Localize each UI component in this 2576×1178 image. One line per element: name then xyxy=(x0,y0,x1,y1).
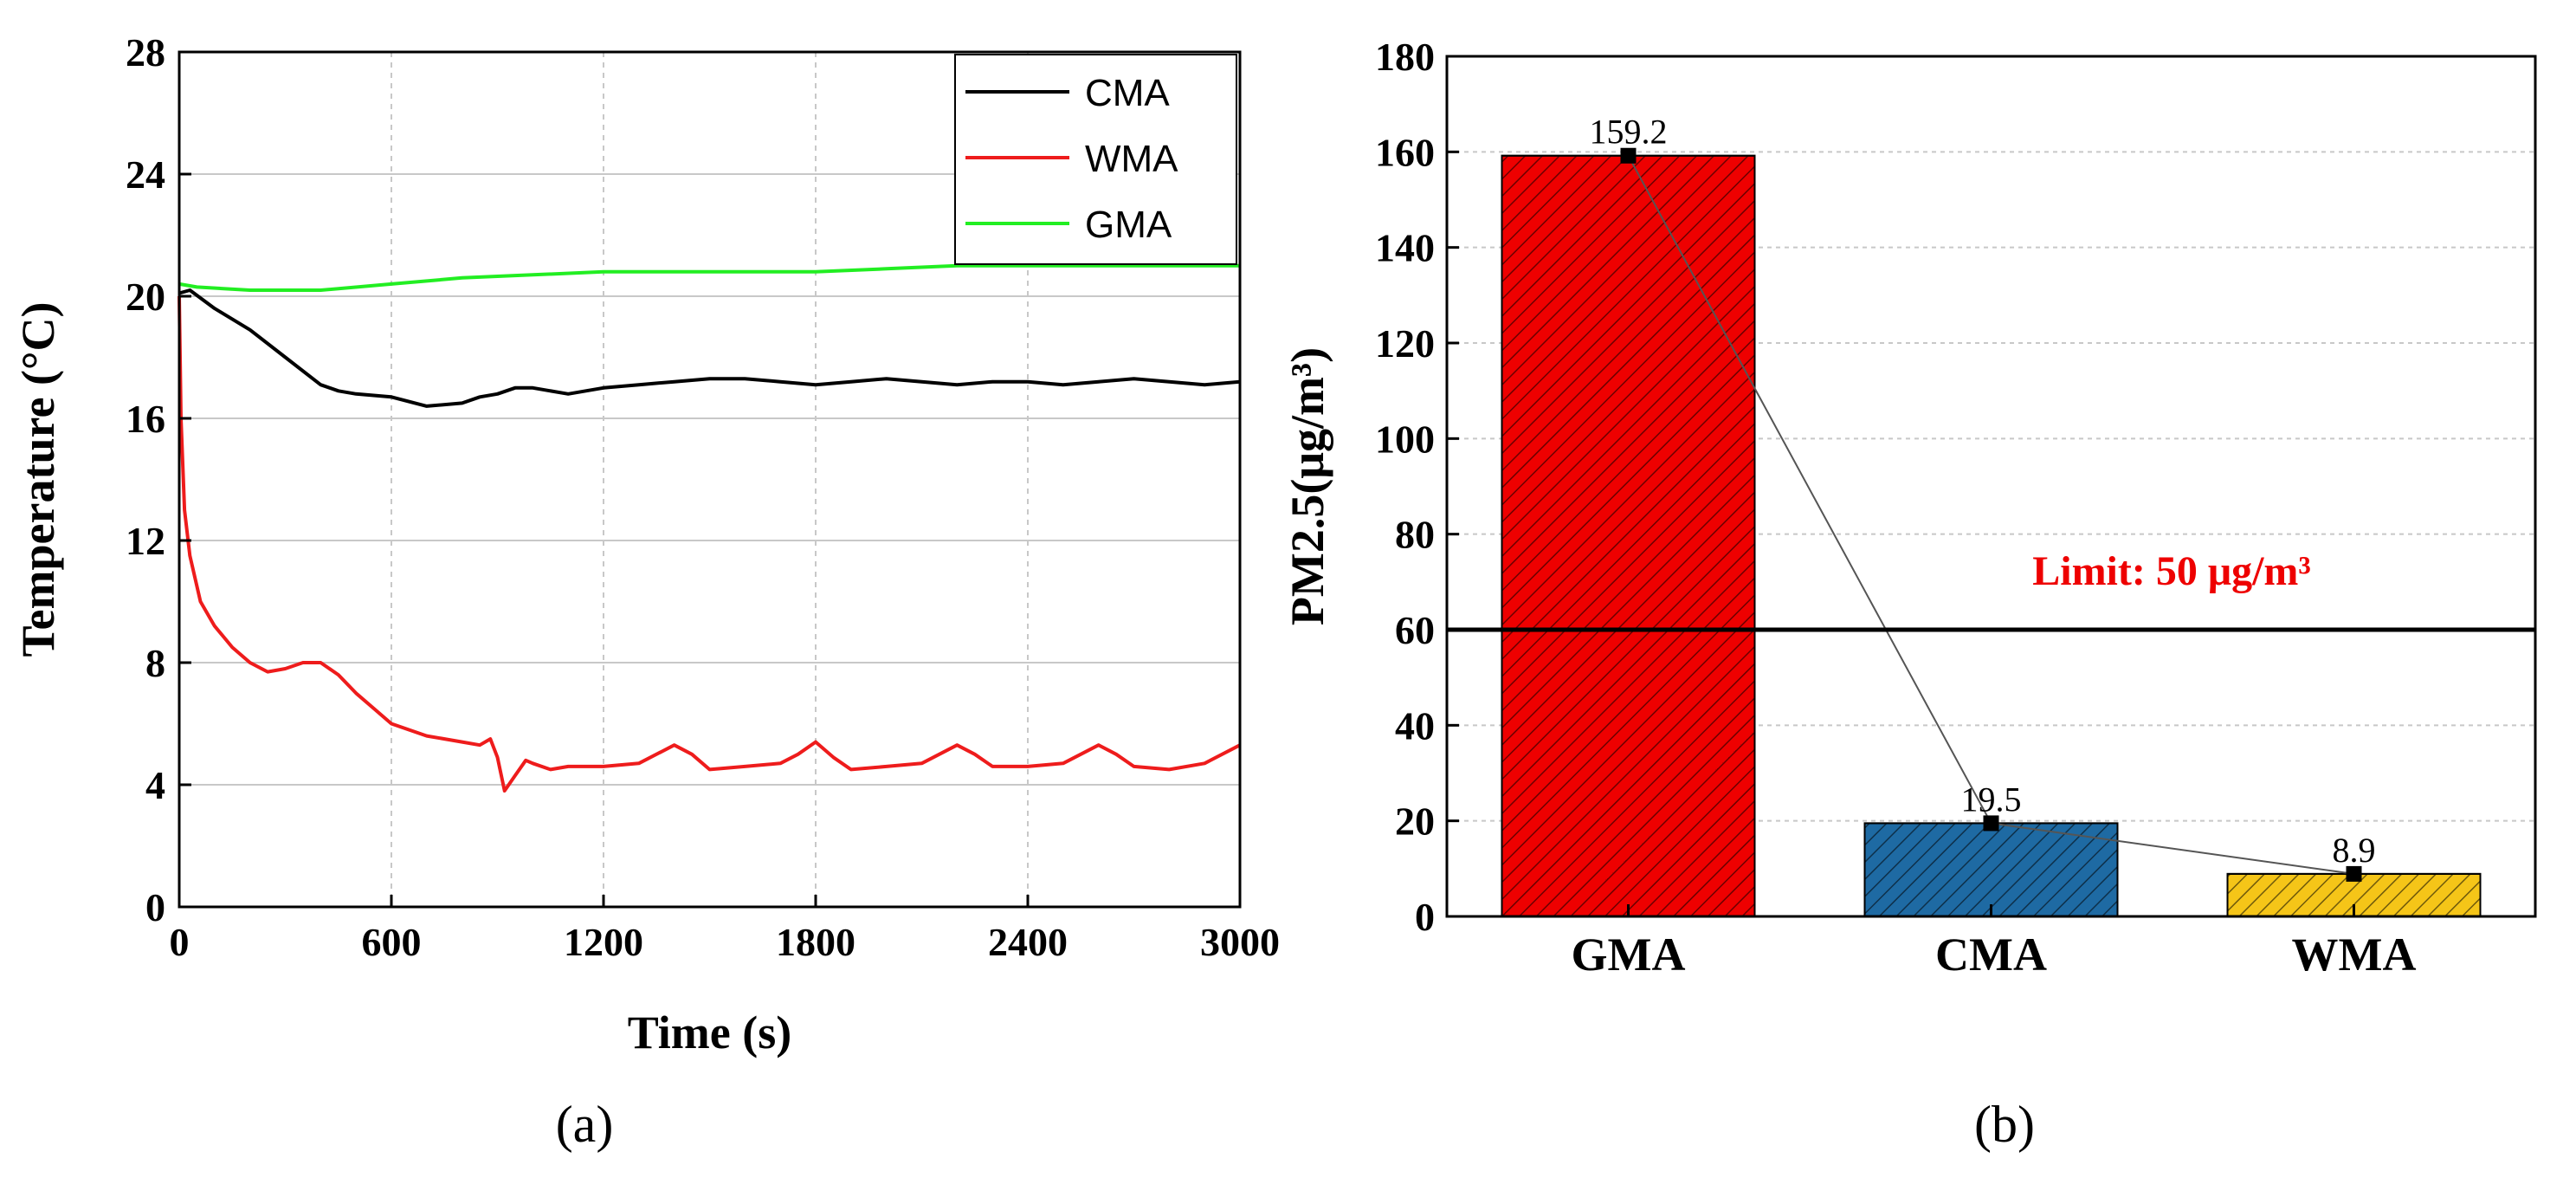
a-y-tick-label: 12 xyxy=(126,519,165,563)
b-x-tick-label-cma: CMA xyxy=(1935,929,2047,981)
b-marker-wma xyxy=(2346,865,2362,882)
b-y-tick-label: 160 xyxy=(1375,130,1435,174)
a-y-tick-label: 28 xyxy=(126,30,165,74)
b-y-tick-label: 120 xyxy=(1375,321,1435,366)
temperature-chart: 0 600 1200 1800 2400 3000 0 4 8 12 16 20 24 28 Time (… xyxy=(12,30,1280,1153)
b-ticks: 0 20 40 60 80 100 120 140 160 180 GMA CMA WMA xyxy=(1375,35,2416,981)
b-y-tick-label: 180 xyxy=(1375,35,1435,79)
panel-label-b: (b) xyxy=(1974,1096,2035,1153)
a-gridlines xyxy=(179,52,1240,907)
a-legend-label-cma: CMA xyxy=(1085,72,1170,114)
a-y-tick-label: 16 xyxy=(126,397,165,441)
a-legend-label-wma: WMA xyxy=(1085,138,1178,180)
a-legend: CMA WMA GMA xyxy=(954,54,1237,265)
a-legend-label-gma: GMA xyxy=(1085,204,1172,246)
b-y-tick-label: 0 xyxy=(1415,895,1435,939)
b-value-label-gma: 159.2 xyxy=(1590,113,1668,152)
a-x-axis-label: Time (s) xyxy=(628,1006,791,1058)
a-x-tick-label: 1200 xyxy=(564,920,643,964)
b-y-tick-label: 40 xyxy=(1395,703,1435,748)
b-value-label-wma: 8.9 xyxy=(2333,831,2376,870)
a-series-group xyxy=(178,263,1241,793)
a-y-tick-label: 0 xyxy=(145,885,165,929)
a-y-tick-label: 8 xyxy=(145,641,165,685)
a-series-line-cma xyxy=(178,288,1241,408)
a-y-axis-label: Temperature (°C) xyxy=(12,301,64,657)
b-marker-cma xyxy=(1983,815,1999,832)
limit-label: Limit: 50 μg/m³ xyxy=(2032,548,2311,594)
b-y-tick-label: 100 xyxy=(1375,417,1435,461)
a-ticks: 0 600 1200 1800 2400 3000 0 4 8 12 16 20 24 28 xyxy=(126,30,1280,964)
a-x-tick-label: 1800 xyxy=(776,920,855,964)
b-x-tick-label-gma: GMA xyxy=(1572,929,1686,981)
a-plot-frame xyxy=(178,50,1242,909)
b-y-axis-label: PM2.5(μg/m³) xyxy=(1282,347,1333,625)
a-series-line-gma xyxy=(178,263,1240,292)
a-x-tick-label: 2400 xyxy=(988,920,1068,964)
bar-hatch-gma xyxy=(1501,154,1756,918)
a-y-tick-label: 20 xyxy=(126,275,165,319)
pm25-bar-chart: 159.2 19.5 8.9 Limit: 50 μg/m³ 0 20 40 60 80 10… xyxy=(1282,35,2537,1153)
panel-label-a: (a) xyxy=(556,1096,614,1153)
b-bars-group xyxy=(1501,154,2482,918)
b-connector-group: 159.2 19.5 8.9 xyxy=(1590,113,2376,882)
bar-hatch-cma xyxy=(1863,822,2119,917)
b-marker-gma xyxy=(1620,147,1637,164)
b-y-tick-label: 80 xyxy=(1395,513,1435,557)
b-y-tick-label: 60 xyxy=(1395,608,1435,652)
a-x-tick-label: 0 xyxy=(170,920,190,964)
a-x-tick-label: 3000 xyxy=(1200,920,1280,964)
b-value-label-cma: 19.5 xyxy=(1961,780,2022,819)
b-x-tick-label-wma: WMA xyxy=(2292,929,2417,981)
a-y-tick-label: 4 xyxy=(145,763,165,807)
a-series-line-wma xyxy=(178,295,1241,793)
b-y-tick-label: 140 xyxy=(1375,226,1435,270)
a-x-tick-label: 600 xyxy=(362,920,422,964)
a-y-tick-label: 24 xyxy=(126,152,165,197)
b-y-tick-label: 20 xyxy=(1395,799,1435,844)
